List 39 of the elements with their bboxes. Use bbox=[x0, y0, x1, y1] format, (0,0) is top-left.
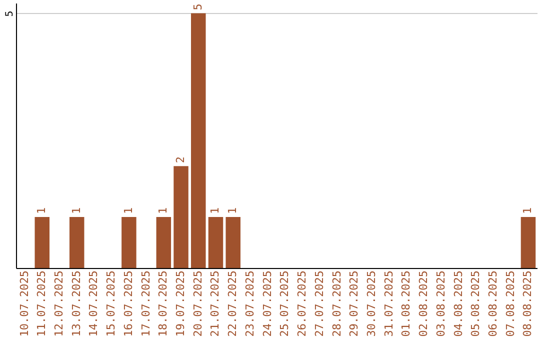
x-tick-label: 01.08.2025 bbox=[400, 270, 413, 337]
x-tick-label: 15.07.2025 bbox=[104, 270, 118, 337]
x-tick-label: 20.07.2025 bbox=[191, 270, 204, 337]
x-tick-label: 18.07.2025 bbox=[156, 270, 170, 337]
x-tick-label: 13.07.2025 bbox=[70, 270, 83, 337]
x-tick-label: 23.07.2025 bbox=[243, 270, 256, 337]
data-label: 1 bbox=[208, 207, 222, 214]
x-tick-label: 29.07.2025 bbox=[348, 270, 361, 337]
x-tick-label: 02.08.2025 bbox=[417, 270, 430, 337]
x-tick-label: 25.07.2025 bbox=[278, 270, 292, 337]
data-label: 1 bbox=[521, 207, 534, 214]
x-tick-label: 17.07.2025 bbox=[139, 270, 152, 337]
x-tick-label: 07.08.2025 bbox=[504, 270, 517, 337]
data-label: 2 bbox=[174, 156, 188, 164]
x-tick-label: 12.07.2025 bbox=[52, 270, 66, 337]
x-tick-label: 06.08.2025 bbox=[486, 270, 500, 337]
data-label: 1 bbox=[35, 207, 48, 214]
data-label: 5 bbox=[191, 4, 204, 10]
x-tick-label: 19.07.2025 bbox=[174, 270, 188, 337]
x-tick-label: 28.07.2025 bbox=[330, 270, 344, 337]
data-label: 1 bbox=[122, 207, 135, 214]
data-label: 1 bbox=[156, 207, 170, 214]
x-tick-label: 14.07.2025 bbox=[87, 270, 100, 337]
data-label: 1 bbox=[70, 207, 83, 214]
x-tick-label: 10.07.2025 bbox=[18, 270, 31, 337]
data-label: 1 bbox=[226, 207, 240, 214]
x-tick-label: 30.07.2025 bbox=[364, 270, 378, 337]
x-tick-label: 21.07.2025 bbox=[208, 270, 222, 337]
x-tick-label: 16.07.2025 bbox=[122, 270, 135, 337]
x-tick-label: 03.08.2025 bbox=[434, 270, 448, 337]
x-tick-label: 27.07.2025 bbox=[312, 270, 326, 337]
x-tick-label: 26.07.2025 bbox=[296, 270, 309, 337]
x-tick-label: 04.08.2025 bbox=[452, 270, 465, 337]
x-tick-label: 24.07.2025 bbox=[260, 270, 274, 337]
x-tick-label: 08.08.2025 bbox=[521, 270, 534, 337]
x-tick-label: 22.07.2025 bbox=[226, 270, 240, 337]
x-tick-label: 31.07.2025 bbox=[382, 270, 396, 337]
x-tick-label: 05.08.2025 bbox=[469, 270, 482, 337]
x-tick-label: 11.07.2025 bbox=[35, 270, 48, 337]
